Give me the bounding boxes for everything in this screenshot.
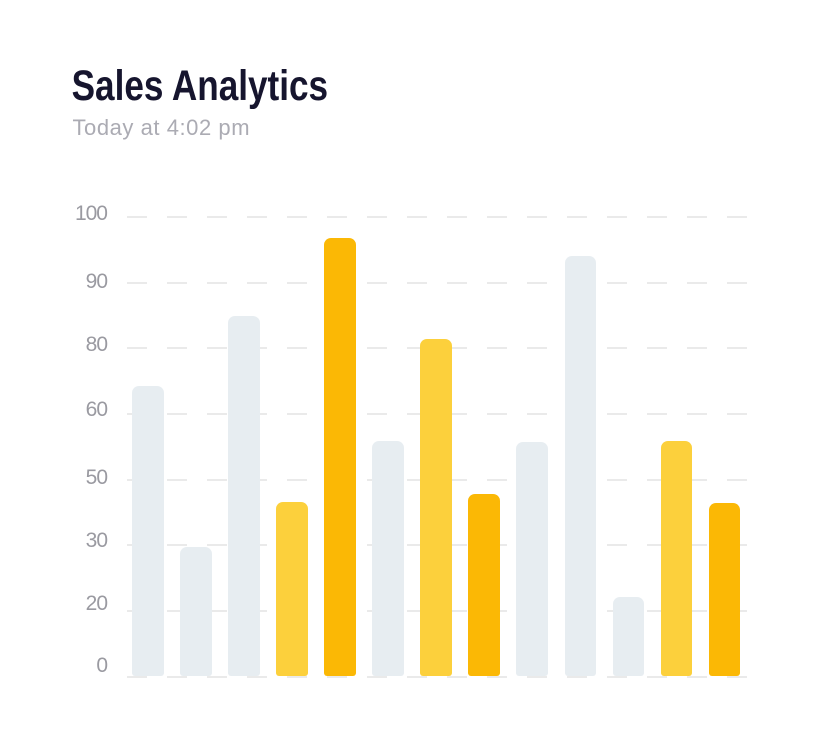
svg-text:Sales Analytics: Sales Analytics [72,62,329,110]
